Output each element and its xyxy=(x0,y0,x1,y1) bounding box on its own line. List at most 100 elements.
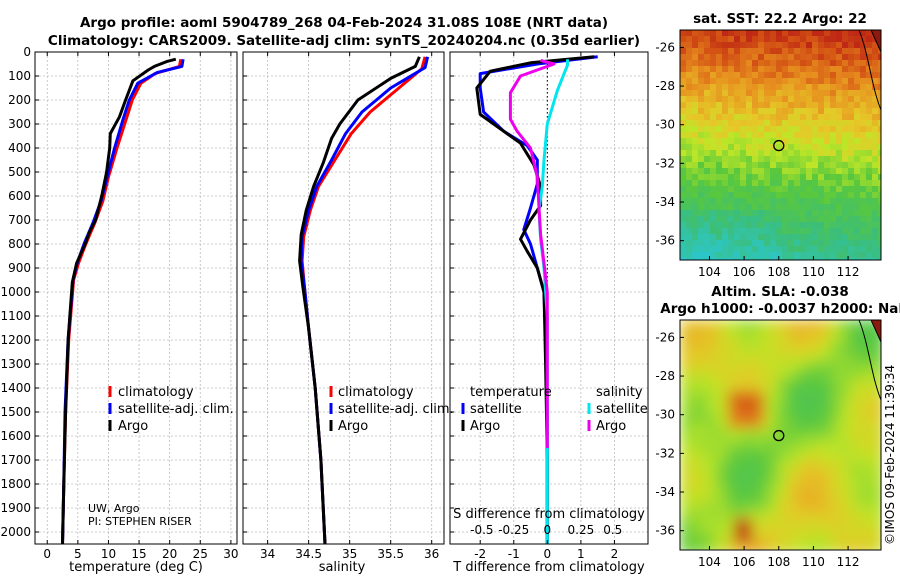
sst-pixel xyxy=(692,132,699,139)
sst-pixel xyxy=(692,168,699,175)
sst-pixel xyxy=(758,78,765,85)
sla-pixel xyxy=(752,530,759,537)
sla-pixel xyxy=(770,404,777,411)
sst-pixel xyxy=(680,144,687,151)
sla-pixel xyxy=(710,452,717,459)
sst-pixel xyxy=(818,120,825,127)
sla-pixel xyxy=(830,428,837,435)
sst-pixel xyxy=(878,174,881,181)
sst-pixel xyxy=(692,78,699,85)
sla-pixel xyxy=(764,488,771,495)
sla-pixel xyxy=(806,332,813,339)
sst-pixel xyxy=(794,126,801,133)
sst-pixel xyxy=(860,144,867,151)
sst-pixel xyxy=(842,66,849,73)
sst-pixel xyxy=(770,198,777,205)
sst-pixel xyxy=(866,174,873,181)
sst-pixel xyxy=(770,54,777,61)
sla-pixel xyxy=(860,410,867,417)
sst-pixel xyxy=(800,84,807,91)
sla-pixel xyxy=(788,422,795,429)
sst-pixel xyxy=(836,198,843,205)
sst-pixel xyxy=(848,252,855,259)
sla-pixel xyxy=(830,476,837,483)
sla-pixel xyxy=(878,500,881,507)
sst-pixel xyxy=(806,222,813,229)
sla-pixel xyxy=(752,500,759,507)
sla-pixel xyxy=(776,362,783,369)
sst-pixel xyxy=(764,96,771,103)
sst-pixel xyxy=(860,150,867,157)
sla-pixel xyxy=(848,422,855,429)
lon-tick-label: 108 xyxy=(767,555,790,569)
sst-pixel xyxy=(854,114,861,121)
sla-pixel xyxy=(872,548,879,550)
salinity-panel: 34 34.5 35 35.5 36 xyxy=(242,51,445,561)
sla-pixel xyxy=(692,446,699,453)
sst-pixel xyxy=(866,252,873,259)
sla-pixel xyxy=(830,392,837,399)
sla-pixel xyxy=(818,542,825,549)
sst-pixel xyxy=(782,36,789,43)
sla-pixel xyxy=(740,374,747,381)
sla-pixel xyxy=(734,464,741,471)
sla-pixel xyxy=(836,512,843,519)
sla-pixel xyxy=(746,470,753,477)
lat-tick-label: -36 xyxy=(655,524,675,538)
sst-pixel xyxy=(782,144,789,151)
coastline xyxy=(858,30,881,111)
sst-pixel xyxy=(704,228,711,235)
sst-pixel xyxy=(848,228,855,235)
sla-pixel xyxy=(746,428,753,435)
sst-pixel xyxy=(824,186,831,193)
sla-pixel xyxy=(866,410,873,417)
sst-pixel xyxy=(746,204,753,211)
sst-pixel xyxy=(740,102,747,109)
sst-pixel xyxy=(776,240,783,247)
sla-pixel xyxy=(692,428,699,435)
sst-pixel xyxy=(854,60,861,67)
sla-pixel xyxy=(878,368,881,375)
sla-pixel xyxy=(788,512,795,519)
sst-pixel xyxy=(836,114,843,121)
lat-tick-label: -26 xyxy=(655,40,675,54)
sst-pixel xyxy=(746,144,753,151)
sla-pixel xyxy=(734,398,741,405)
sst-pixel xyxy=(788,174,795,181)
sst-pixel xyxy=(878,150,881,157)
sla-pixel xyxy=(872,458,879,465)
sst-pixel xyxy=(854,42,861,49)
sst-pixel xyxy=(872,186,879,193)
sla-pixel xyxy=(800,536,807,543)
sla-pixel xyxy=(824,524,831,531)
sla-pixel xyxy=(698,356,705,363)
sla-pixel xyxy=(716,464,723,471)
sst-pixel xyxy=(848,102,855,109)
sla-pixel xyxy=(728,512,735,519)
sla-pixel xyxy=(734,434,741,441)
sla-pixel xyxy=(836,476,843,483)
sla-pixel xyxy=(866,452,873,459)
sla-pixel xyxy=(860,404,867,411)
sst-pixel xyxy=(860,228,867,235)
sla-pixel xyxy=(842,542,849,549)
sst-pixel xyxy=(866,66,873,73)
sst-pixel xyxy=(752,30,759,37)
sst-pixel xyxy=(788,222,795,229)
sst-pixel xyxy=(818,192,825,199)
sla-pixel xyxy=(848,428,855,435)
sst-pixel xyxy=(680,36,687,43)
sst-pixel xyxy=(806,156,813,163)
sla-pixel xyxy=(806,404,813,411)
sla-pixel xyxy=(830,374,837,381)
sst-pixel xyxy=(806,36,813,43)
sst-pixel xyxy=(848,180,855,187)
sla-pixel xyxy=(746,344,753,351)
sla-pixel xyxy=(806,374,813,381)
sst-pixel xyxy=(698,252,705,259)
sst-pixel xyxy=(764,246,771,253)
sla-pixel xyxy=(872,422,879,429)
sst-pixel xyxy=(848,114,855,121)
sla-pixel xyxy=(716,458,723,465)
sla-pixel xyxy=(854,542,861,549)
